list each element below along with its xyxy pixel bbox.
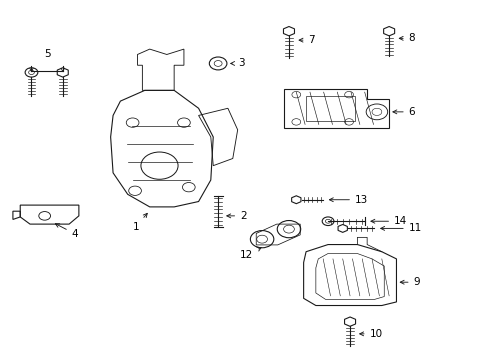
Text: 14: 14 (371, 216, 407, 226)
Text: 9: 9 (400, 277, 420, 287)
Text: 13: 13 (329, 195, 368, 205)
Text: 4: 4 (55, 224, 78, 239)
Text: 11: 11 (381, 224, 422, 233)
Text: 7: 7 (299, 35, 315, 45)
Text: 6: 6 (393, 107, 416, 117)
Text: 10: 10 (360, 329, 383, 339)
Text: 8: 8 (399, 33, 416, 43)
Text: 5: 5 (44, 49, 50, 59)
Text: 3: 3 (231, 58, 245, 68)
Text: 12: 12 (240, 247, 261, 260)
Text: 2: 2 (227, 211, 247, 221)
Text: 1: 1 (133, 213, 147, 231)
